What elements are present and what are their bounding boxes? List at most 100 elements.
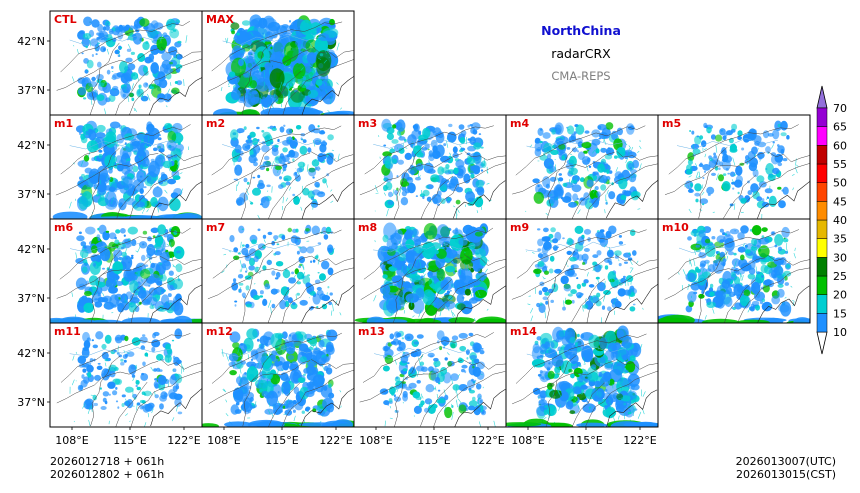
echo-cell [761,198,765,202]
echo-cell [238,131,241,134]
southern-echo-band [93,216,134,219]
echo-streak [96,265,98,269]
echo-streak [707,246,710,253]
echo-streak [697,176,701,178]
echo-streak [261,377,263,382]
echo-cell [108,168,113,174]
echo-cell [605,383,609,386]
echo-cell [108,94,116,103]
echo-cell [176,80,183,86]
echo-cell [543,236,551,242]
echo-streak [569,179,571,185]
echo-cell [747,273,756,280]
echo-cell [586,179,594,188]
echo-cell [91,157,96,162]
echo-cell [148,160,160,178]
echo-cell [473,264,481,272]
echo-streak [178,147,181,153]
echo-cell [394,229,403,240]
echo-cell [606,169,610,174]
echo-cell [119,46,123,49]
echo-streak [373,295,377,302]
echo-streak [421,189,423,196]
echo-cell [154,394,159,399]
echo-streak [135,250,138,253]
echo-cell [264,283,271,290]
echo-cell [453,167,459,175]
province-border [280,162,354,219]
echo-cell [534,264,540,268]
echo-cell [166,139,177,151]
echo-cell [326,329,338,342]
southern-echo-band [87,319,125,323]
echo-streak [82,403,86,409]
echo-streak [257,361,260,368]
echo-cell [123,234,126,237]
echo-streak [421,395,424,399]
echo-cell [425,384,435,393]
echo-streak [791,174,795,176]
echo-cell [537,248,542,252]
echo-streak [258,181,261,186]
echo-cell [312,259,316,263]
echo-cell [777,186,782,190]
echo-cell [171,87,180,95]
echo-streak [225,399,228,403]
echo-streak [630,267,634,274]
echo-streak [541,355,544,363]
echo-cell [328,383,332,389]
echo-cell [156,36,167,51]
echo-cell [105,179,108,182]
echo-streak [172,264,176,268]
echo-streak [229,250,231,253]
southern-echo-band [172,315,193,323]
echo-cell [135,201,145,208]
echo-cell [597,282,606,292]
echo-streak [733,203,736,210]
echo-streak [183,79,185,87]
echo-cell [314,181,320,188]
echo-cell [577,333,580,338]
echo-cell [318,33,330,41]
echo-cell [107,381,116,389]
echo-streak [306,359,309,368]
echo-cell [259,290,264,295]
basemap [512,125,658,219]
echo-cell [157,375,167,386]
colorbar-tick-label: 10 [833,326,847,339]
echo-cell [387,285,399,293]
echo-cell [106,22,109,25]
echo-streak [169,242,172,249]
colorbar-segment [816,275,828,295]
echo-streak [480,373,483,376]
echo-streak [337,153,340,161]
echo-cell [730,271,736,278]
echo-cell [552,245,558,251]
echo-cell [537,394,543,399]
echo-streak [151,40,153,43]
echo-cell [476,186,485,196]
echo-cell [699,162,703,166]
echo-streak [695,163,698,167]
southern-echo-band [448,317,475,323]
echo-cell [439,186,447,192]
echo-streak [596,388,599,396]
echo-streak [476,210,479,214]
echo-cell [388,398,393,403]
echo-cell [264,343,268,346]
echo-cell [275,271,281,278]
echo-cell [566,147,571,150]
echo-cell [383,346,389,352]
echo-cell [581,334,585,339]
coastline [301,75,354,115]
echo-cell [562,237,565,240]
echo-streak [239,367,242,374]
echo-cell [243,296,246,299]
echo-cell [254,266,259,273]
echo-cell [245,303,252,308]
echo-cell [383,261,388,266]
valid-time-utc: 2026013007(UTC) [736,455,836,468]
echo-cell [173,393,183,400]
echo-cell [427,352,435,358]
province-border [130,267,202,323]
